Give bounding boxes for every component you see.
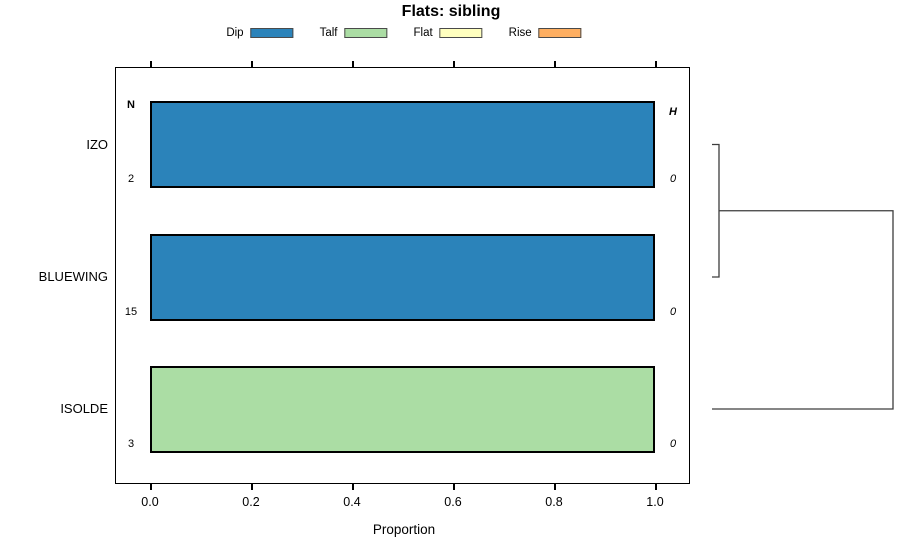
bar-segment-dip <box>150 233 655 321</box>
x-axis-tick-top <box>251 61 253 67</box>
x-axis-tick-bottom <box>655 484 657 490</box>
legend-label: Dip <box>226 27 244 39</box>
legend: Dip Talf Flat Rise <box>226 27 582 39</box>
dendrogram-join-cluster-isolde <box>712 210 894 410</box>
n-column-header: N <box>127 99 135 111</box>
legend-swatch <box>538 28 582 38</box>
legend-swatch <box>439 28 483 38</box>
bar-isolde <box>150 365 655 453</box>
n-value: 2 <box>127 173 135 185</box>
h-value: 0 <box>669 437 677 450</box>
x-axis-title: Proportion <box>372 522 436 537</box>
legend-item-talf: Talf <box>320 27 388 39</box>
bar-izo <box>150 101 655 188</box>
x-axis-tick-bottom <box>352 484 354 490</box>
x-axis-tick-top <box>352 61 354 67</box>
h-value: 0 <box>669 173 677 185</box>
plot-area-border <box>115 67 690 484</box>
x-axis-tick-bottom <box>453 484 455 490</box>
legend-swatch <box>250 28 294 38</box>
bar-bluewing <box>150 233 655 321</box>
legend-swatch <box>344 28 388 38</box>
x-axis-tick-top <box>453 61 455 67</box>
x-axis-tick-label: 0.0 <box>141 495 159 509</box>
x-axis-tick-label: 0.8 <box>545 495 563 509</box>
h-value: 0 <box>669 305 677 318</box>
x-axis-tick-bottom <box>150 484 152 490</box>
chart-title: Flats: sibling <box>401 3 501 20</box>
x-axis-tick-bottom <box>554 484 556 490</box>
x-axis-tick-label: 0.6 <box>444 495 462 509</box>
legend-item-rise: Rise <box>509 27 582 39</box>
x-axis-tick-label: 0.4 <box>343 495 361 509</box>
h-column-header: H <box>669 106 677 118</box>
x-axis-tick-top <box>150 61 152 67</box>
bar-segment-talf <box>150 365 655 453</box>
x-axis-tick-label: 0.2 <box>242 495 260 509</box>
category-label-izo: IZO <box>86 136 108 152</box>
legend-item-dip: Dip <box>226 27 294 39</box>
x-axis-tick-top <box>655 61 657 67</box>
category-label-isolde: ISOLDE <box>60 401 108 416</box>
category-label-bluewing: BLUEWING <box>38 269 108 284</box>
n-value: 15 <box>124 305 138 318</box>
legend-label: Talf <box>319 27 338 39</box>
legend-label: Rise <box>508 27 532 39</box>
legend-item-flat: Flat <box>413 27 483 39</box>
n-value: 3 <box>127 437 135 450</box>
x-axis-tick-label: 1.0 <box>646 495 664 509</box>
legend-label: Flat <box>413 27 433 39</box>
x-axis-tick-bottom <box>251 484 253 490</box>
dendrogram-join-izo-bluewing <box>712 143 720 278</box>
x-axis-tick-top <box>554 61 556 67</box>
bar-segment-dip <box>150 101 655 188</box>
